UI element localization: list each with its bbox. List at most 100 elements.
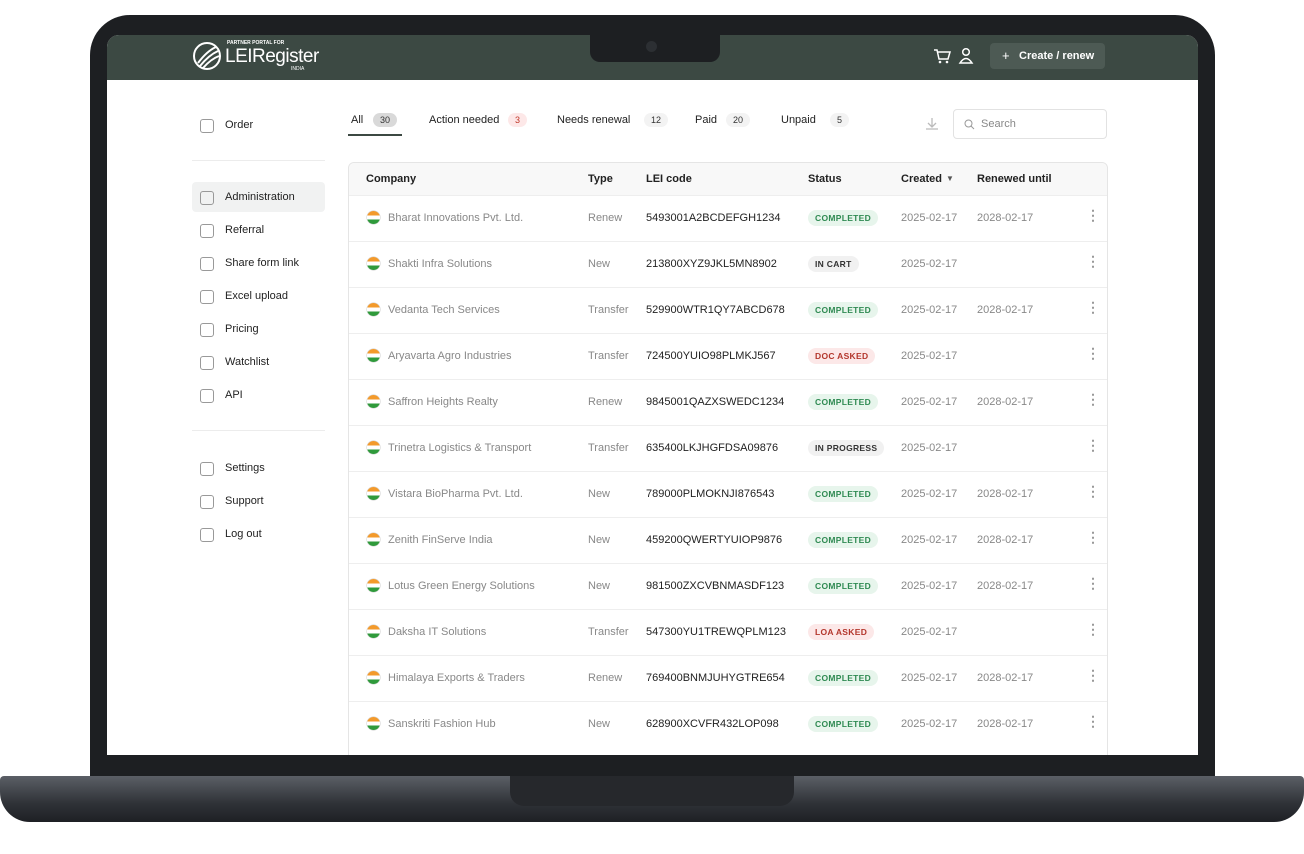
company[interactable]: Trinetra Logistics & Transport bbox=[388, 442, 532, 454]
row-menu[interactable]: ⋮ bbox=[1086, 299, 1100, 315]
tab-label[interactable]: Unpaid bbox=[781, 114, 816, 126]
lei-code: 9845001QAZXSWEDC1234 bbox=[646, 396, 785, 408]
nav-item[interactable]: Order bbox=[225, 119, 254, 131]
created: 2025-02-17 bbox=[901, 350, 958, 362]
company[interactable]: Lotus Green Energy Solutions bbox=[388, 580, 535, 592]
header-icons[interactable] bbox=[933, 47, 977, 67]
flag-icon bbox=[367, 441, 380, 454]
row-menu[interactable]: ⋮ bbox=[1086, 713, 1100, 729]
row-divider bbox=[349, 333, 1107, 334]
separator bbox=[192, 430, 325, 431]
create-button-label[interactable]: Create / renew bbox=[1019, 50, 1095, 62]
flag-icon bbox=[367, 303, 380, 316]
company[interactable]: Vistara BioPharma Pvt. Ltd. bbox=[388, 488, 523, 500]
status-badge: IN CART bbox=[808, 256, 859, 272]
row-menu[interactable]: ⋮ bbox=[1086, 253, 1100, 269]
lei-code: 628900XCVFR432LOP098 bbox=[646, 718, 779, 730]
column-header: Renewed until bbox=[977, 173, 1052, 185]
nav-icon bbox=[200, 356, 214, 370]
company[interactable]: Shakti Infra Solutions bbox=[388, 258, 492, 270]
flag-icon bbox=[367, 211, 380, 224]
status-badge: COMPLETED bbox=[808, 670, 879, 686]
type: Transfer bbox=[588, 304, 629, 316]
status-badge: DOC ASKED bbox=[808, 348, 876, 364]
row-divider bbox=[349, 241, 1107, 242]
row-divider bbox=[349, 379, 1107, 380]
search-box[interactable]: Search bbox=[953, 109, 1107, 139]
tab-label[interactable]: Paid bbox=[695, 114, 718, 126]
nav-icon bbox=[200, 389, 214, 403]
nav-icon bbox=[200, 119, 214, 133]
row-menu[interactable]: ⋮ bbox=[1086, 529, 1100, 545]
nav-item[interactable]: Referral bbox=[225, 224, 265, 236]
nav-icon bbox=[200, 224, 214, 238]
nav-item[interactable]: Excel upload bbox=[225, 290, 288, 302]
row-divider bbox=[349, 287, 1107, 288]
company[interactable]: Sanskriti Fashion Hub bbox=[388, 718, 496, 730]
row-divider bbox=[349, 655, 1107, 656]
company[interactable]: Vedanta Tech Services bbox=[388, 304, 500, 316]
nav-icon bbox=[200, 462, 214, 476]
column-header[interactable]: Created bbox=[901, 173, 942, 185]
tab-count[interactable]: 20 bbox=[726, 113, 751, 127]
tab-count[interactable]: 12 bbox=[644, 113, 669, 127]
renewed-until: 2028-02-17 bbox=[977, 304, 1034, 316]
tab-count[interactable]: 3 bbox=[508, 113, 528, 127]
column-header: Status bbox=[808, 173, 842, 185]
flag-icon bbox=[367, 487, 380, 500]
company[interactable]: Daksha IT Solutions bbox=[388, 626, 487, 638]
row-menu[interactable]: ⋮ bbox=[1086, 667, 1100, 683]
flag-icon bbox=[367, 257, 380, 270]
nav-item[interactable]: Support bbox=[225, 495, 264, 507]
status-badge: COMPLETED bbox=[808, 532, 879, 548]
type: Transfer bbox=[588, 442, 629, 454]
renewed-until: 2028-02-17 bbox=[977, 534, 1034, 546]
row-menu[interactable]: ⋮ bbox=[1086, 207, 1100, 223]
tab-label[interactable]: All bbox=[351, 114, 364, 126]
created: 2025-02-17 bbox=[901, 534, 958, 546]
tab-label[interactable]: Needs renewal bbox=[557, 114, 631, 126]
renewed-until: 2028-02-17 bbox=[977, 718, 1034, 730]
row-menu[interactable]: ⋮ bbox=[1086, 621, 1100, 637]
nav-item[interactable]: Settings bbox=[225, 462, 265, 474]
nav-item[interactable]: Watchlist bbox=[225, 356, 270, 368]
tab-count[interactable]: 30 bbox=[373, 113, 398, 127]
download-icon[interactable] bbox=[925, 117, 939, 131]
status-badge: COMPLETED bbox=[808, 210, 879, 226]
row-menu[interactable]: ⋮ bbox=[1086, 483, 1100, 499]
row-menu[interactable]: ⋮ bbox=[1086, 575, 1100, 591]
nav-icon bbox=[200, 191, 214, 205]
row-divider bbox=[349, 701, 1107, 702]
company[interactable]: Bharat Innovations Pvt. Ltd. bbox=[388, 212, 524, 224]
company[interactable]: Zenith FinServe India bbox=[388, 534, 493, 546]
company[interactable]: Saffron Heights Realty bbox=[388, 396, 498, 408]
nav-item[interactable]: Administration bbox=[225, 191, 295, 203]
flag-icon bbox=[367, 395, 380, 408]
flag-icon bbox=[367, 349, 380, 362]
tab-label[interactable]: Action needed bbox=[429, 114, 500, 126]
nav-item[interactable]: API bbox=[225, 389, 243, 401]
company[interactable]: Aryavarta Agro Industries bbox=[388, 350, 512, 362]
lei-code: 981500ZXCVBNMASDF123 bbox=[646, 580, 785, 592]
nav-item[interactable]: Share form link bbox=[225, 257, 299, 269]
nav-item[interactable]: Pricing bbox=[225, 323, 259, 335]
logo-text: LEIRegister bbox=[225, 46, 319, 67]
type: New bbox=[588, 488, 611, 500]
logo-country: INDIA bbox=[291, 66, 305, 72]
renewed-until: 2028-02-17 bbox=[977, 488, 1034, 500]
row-menu[interactable]: ⋮ bbox=[1086, 391, 1100, 407]
row-menu[interactable]: ⋮ bbox=[1086, 345, 1100, 361]
type: New bbox=[588, 580, 611, 592]
type: Renew bbox=[588, 396, 623, 408]
company[interactable]: Himalaya Exports & Traders bbox=[388, 672, 525, 684]
create-button[interactable]: + Create / renew bbox=[990, 43, 1105, 69]
tab-count[interactable]: 5 bbox=[830, 113, 850, 127]
row-menu[interactable]: ⋮ bbox=[1086, 437, 1100, 453]
nav-item[interactable]: Log out bbox=[225, 528, 262, 540]
status-badge: LOA ASKED bbox=[808, 624, 875, 640]
flag-icon bbox=[367, 533, 380, 546]
flag-icon bbox=[367, 671, 380, 684]
flag-icon bbox=[367, 717, 380, 730]
tab-underline bbox=[348, 134, 402, 136]
